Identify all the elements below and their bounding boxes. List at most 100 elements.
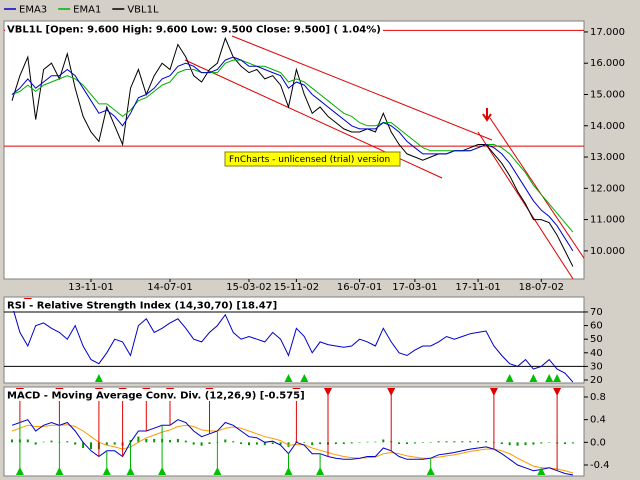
buy-signal xyxy=(529,374,538,382)
histogram-bar xyxy=(516,442,519,446)
histogram-bar xyxy=(469,441,472,443)
histogram-bar xyxy=(564,442,566,445)
y-tick-label: 70 xyxy=(590,307,603,318)
y-tick-label: 0.0 xyxy=(590,437,606,448)
histogram-bar xyxy=(153,438,156,443)
histogram-bar xyxy=(508,442,511,446)
histogram-bar xyxy=(500,442,503,445)
channel-line xyxy=(231,35,493,141)
buy-signal xyxy=(213,467,222,475)
histogram-bar xyxy=(437,441,440,443)
histogram-bar xyxy=(453,441,456,443)
y-tick-label: 11.000 xyxy=(590,215,625,226)
legend-label: VBL1L xyxy=(127,5,159,16)
histogram-bar xyxy=(176,438,179,443)
histogram-bar xyxy=(271,442,274,445)
histogram-bar xyxy=(34,442,37,445)
histogram-bar xyxy=(319,442,322,445)
histogram-bar xyxy=(398,442,401,445)
histogram-bar xyxy=(358,442,361,443)
y-tick-label: 10.000 xyxy=(590,246,625,257)
histogram-bar xyxy=(82,442,85,448)
buy-signal xyxy=(284,467,293,475)
x-tick-label: 17-03-01 xyxy=(392,282,437,293)
y-tick-label: 0.8 xyxy=(590,392,606,403)
series-line xyxy=(11,424,574,474)
buy-signal xyxy=(545,374,554,382)
y-tick-label: 0.4 xyxy=(590,415,606,426)
x-tick-label: 16-07-01 xyxy=(337,282,382,293)
buy-signal xyxy=(537,467,546,475)
histogram-bar xyxy=(232,441,235,443)
title-bg xyxy=(5,23,383,35)
histogram-bar xyxy=(429,442,432,443)
channel-line xyxy=(477,131,574,279)
buy-signal xyxy=(55,467,64,475)
buy-signal xyxy=(102,467,111,475)
histogram-bar xyxy=(42,441,45,443)
histogram-bar xyxy=(113,442,116,445)
buy-signal xyxy=(284,374,293,382)
histogram-bar xyxy=(485,441,487,443)
buy-signal xyxy=(300,374,309,382)
histogram-bar xyxy=(350,442,353,444)
panel-title: VBL1L [Open: 9.600 High: 9.600 Low: 9.50… xyxy=(7,25,381,36)
x-tick-label: 14-07-01 xyxy=(147,282,192,293)
histogram-bar xyxy=(279,442,282,445)
histogram-bar xyxy=(342,442,345,445)
histogram-bar xyxy=(524,442,527,446)
channel-line xyxy=(489,117,584,260)
histogram-bar xyxy=(184,440,187,443)
histogram-bar xyxy=(74,442,77,445)
series-line xyxy=(11,56,574,252)
price-panel xyxy=(3,20,585,280)
histogram-bar xyxy=(334,442,337,445)
y-tick-label: 20 xyxy=(590,375,603,386)
buy-signal xyxy=(316,467,325,475)
histogram-bar xyxy=(248,442,250,446)
marks: 17.000 16.000 15.000 14.000 13.000 12.000 11.0… xyxy=(4,5,625,476)
series-line xyxy=(11,305,574,383)
histogram-bar xyxy=(169,440,171,443)
histogram-bar xyxy=(303,442,306,443)
sell-signal xyxy=(489,388,498,396)
sell-signal xyxy=(324,388,332,396)
sell-signal xyxy=(387,388,396,396)
series-line xyxy=(11,419,573,476)
histogram-bar xyxy=(548,442,551,443)
histogram-bar xyxy=(532,442,535,445)
sell-signal xyxy=(553,388,562,396)
histogram-bar xyxy=(374,441,377,443)
x-tick-label: 17-11-01 xyxy=(455,282,500,293)
histogram-bar xyxy=(208,442,211,445)
y-tick-label: -0.4 xyxy=(590,460,610,471)
rsi-panel xyxy=(3,296,585,384)
watermark-box xyxy=(224,151,401,167)
histogram-bar xyxy=(105,442,108,446)
series-line xyxy=(11,36,574,267)
x-tick-label: 13-11-01 xyxy=(68,282,113,293)
histogram-bar xyxy=(224,439,227,443)
histogram-bar xyxy=(413,442,416,444)
x-tick-label: 18-07-02 xyxy=(519,282,564,293)
histogram-bar xyxy=(263,442,266,446)
legend-label: EMA1 xyxy=(73,5,101,16)
histogram-bar xyxy=(477,441,480,443)
buy-signal xyxy=(426,467,435,475)
legend-label: EMA3 xyxy=(19,5,47,16)
histogram-bar xyxy=(200,442,203,446)
histogram-bar xyxy=(26,439,29,443)
histogram-bar xyxy=(192,442,195,445)
y-tick-label: 16.000 xyxy=(590,58,625,69)
histogram-bar xyxy=(406,442,408,445)
histogram-bar xyxy=(145,438,148,443)
watermark: FnCharts - unlicensed (trial) version xyxy=(229,155,390,165)
y-tick-label: 60 xyxy=(590,321,603,332)
panel-title: MACD - Moving Average Conv. Div. (12,26,… xyxy=(7,391,305,402)
macd-panel xyxy=(3,386,585,477)
buy-signal xyxy=(505,374,514,382)
histogram-bar xyxy=(366,441,369,443)
buy-signal xyxy=(553,374,562,382)
y-tick-label: 15.000 xyxy=(590,89,625,100)
